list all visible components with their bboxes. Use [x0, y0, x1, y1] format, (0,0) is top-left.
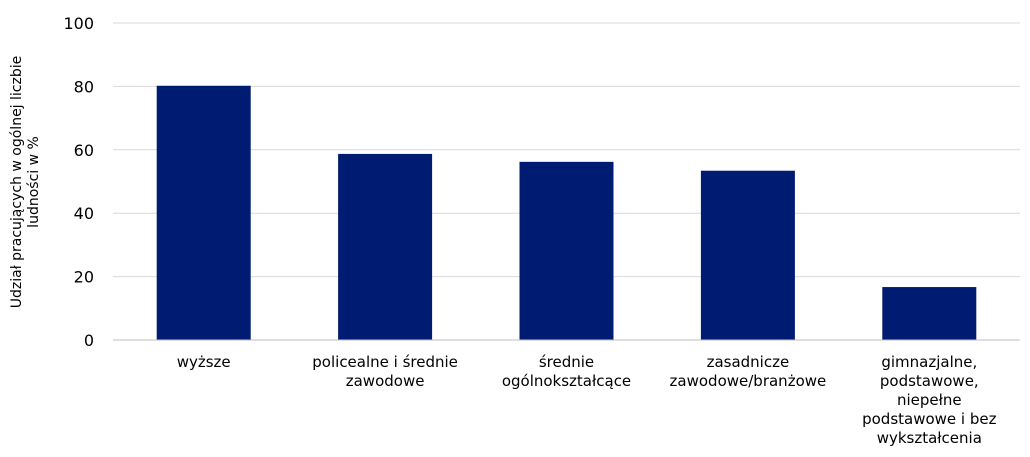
category-label-1: wyższe — [177, 353, 231, 371]
category-labels: wyższe policealne i średnie zawodowe średni… — [177, 353, 997, 447]
y-axis-ticks: 0 20 40 60 80 100 — [63, 14, 94, 350]
y-axis-label: Udział pracujących w ogólnej liczbieludn… — [9, 56, 42, 309]
category-label-2: policealne i średnie zawodowe — [312, 353, 458, 390]
bar-5 — [882, 287, 977, 340]
bar-1 — [156, 85, 251, 341]
gridlines — [113, 22, 1020, 278]
category-label-4: zasadnicze zawodowe/branżowe — [670, 353, 827, 390]
category-label-3: średnie ogólnokształcące — [502, 353, 631, 390]
bars — [156, 85, 977, 341]
category-label-5: gimnazjalne, podstawowe, niepełne podstawow… — [862, 353, 997, 447]
bar-4 — [700, 170, 795, 340]
bar-3 — [519, 161, 614, 340]
y-tick-label-100: 100 — [63, 14, 94, 33]
y-tick-label-60: 60 — [74, 141, 94, 160]
y-tick-label-20: 20 — [74, 268, 94, 287]
y-tick-label-0: 0 — [84, 331, 94, 350]
y-tick-label-80: 80 — [74, 77, 94, 96]
y-tick-label-40: 40 — [74, 204, 94, 223]
bar-2 — [338, 153, 433, 340]
